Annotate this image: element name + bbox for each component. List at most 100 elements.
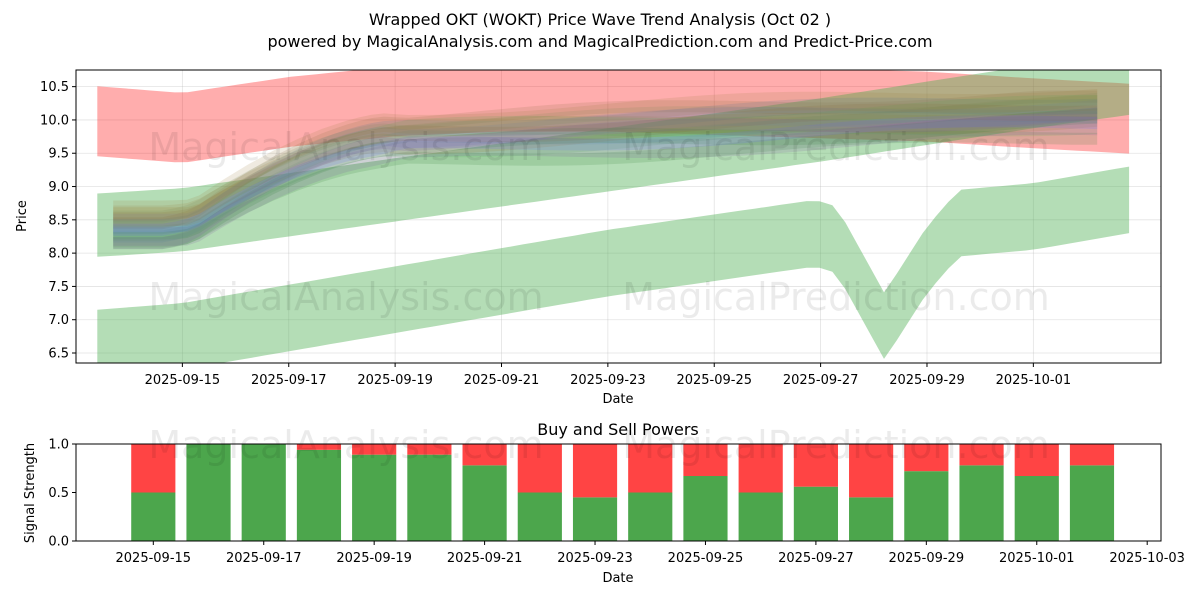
buy-bar	[572, 497, 618, 541]
buy-bar	[904, 471, 949, 541]
price-wave	[113, 116, 1098, 246]
buy-bar	[738, 492, 783, 541]
signal-chart-title: Buy and Sell Powers	[537, 420, 699, 439]
price-bands	[97, 70, 1130, 363]
buy-bar	[959, 465, 1004, 541]
watermark-text: MagicalPrediction.com	[622, 275, 1050, 319]
price-x-label: Date	[602, 392, 633, 407]
price-axes-frame	[75, 69, 1162, 364]
price-x-ticks: 2025-09-15 2025-09-17 2025-09-19 2025-09-21…	[145, 363, 1072, 388]
price-wave	[113, 90, 1098, 230]
price-wave	[113, 107, 1098, 250]
signal-bars	[131, 444, 1115, 541]
buy-bar	[296, 449, 342, 541]
sell-bar	[572, 444, 618, 498]
sell-bar	[959, 444, 1004, 466]
price-x-tick-label: 2025-09-23	[570, 373, 646, 388]
price-wave	[113, 118, 1098, 241]
sell-bar	[793, 444, 838, 487]
signal-watermarks: MagicalAnalysis.com MagicalPrediction.com	[148, 423, 1049, 467]
sell-bar	[296, 444, 342, 450]
signal-x-label: Date	[602, 571, 633, 586]
sell-bar	[407, 444, 452, 455]
price-x-tick-label: 2025-09-29	[889, 373, 965, 388]
watermark-text: MagicalAnalysis.com	[148, 275, 543, 319]
sell-bar	[352, 444, 397, 455]
price-x-tick-label: 2025-09-21	[464, 373, 540, 388]
signal-x-tick-label: 2025-09-29	[889, 551, 965, 566]
signal-x-tick-label: 2025-09-23	[557, 551, 633, 566]
price-wave	[113, 97, 1098, 235]
signal-x-tick-label: 2025-09-17	[226, 551, 302, 566]
signal-x-tick-label: 2025-09-19	[336, 551, 412, 566]
sell-bar	[849, 444, 894, 498]
signal-y-tick-label: 0.0	[48, 535, 69, 550]
price-band-red	[97, 70, 1130, 163]
price-x-tick-label: 2025-09-27	[783, 373, 859, 388]
price-chart: MagicalAnalysis.com MagicalPrediction.com…	[15, 69, 1162, 407]
price-x-tick-label: 2025-09-19	[357, 373, 433, 388]
signal-y-label: Signal Strength	[23, 443, 38, 543]
price-y-label: Price	[15, 200, 30, 232]
signal-x-tick-label: 2025-10-01	[999, 551, 1075, 566]
sell-bar	[1069, 444, 1115, 466]
buy-bar	[407, 454, 452, 541]
watermark-text: MagicalPrediction.com	[622, 423, 1050, 467]
chart-title: Wrapped OKT (WOKT) Price Wave Trend Anal…	[369, 10, 831, 29]
price-x-tick-label: 2025-09-15	[145, 373, 221, 388]
watermark-text: MagicalPrediction.com	[622, 125, 1050, 169]
signal-x-tick-label: 2025-09-27	[778, 551, 854, 566]
price-y-tick-label: 10.5	[40, 80, 69, 95]
price-band-green-bottom	[97, 166, 1130, 363]
price-x-tick-label: 2025-10-01	[996, 373, 1072, 388]
watermark-text: MagicalAnalysis.com	[148, 125, 543, 169]
price-y-tick-label: 7.0	[48, 313, 69, 328]
price-wave	[113, 95, 1098, 221]
buy-bar	[462, 465, 507, 541]
price-band-green-top	[97, 70, 1130, 257]
buy-bar	[517, 492, 562, 541]
signal-x-tick-label: 2025-09-25	[668, 551, 744, 566]
price-wave	[113, 94, 1098, 240]
sell-bar	[462, 444, 507, 466]
price-wave	[113, 89, 1098, 220]
price-wave	[113, 115, 1098, 236]
sell-bar	[683, 444, 728, 477]
buy-bar	[186, 444, 231, 541]
buy-bar	[241, 444, 286, 541]
price-y-tick-label: 9.5	[48, 147, 69, 162]
price-wave	[113, 108, 1098, 226]
watermark-text: MagicalAnalysis.com	[148, 423, 543, 467]
price-y-tick-label: 10.0	[40, 113, 69, 128]
sell-bar	[628, 444, 673, 493]
signal-y-tick-label: 0.5	[48, 486, 69, 501]
signal-x-ticks: 2025-09-15 2025-09-17 2025-09-19 2025-09-21…	[116, 541, 1185, 566]
price-grid	[76, 70, 1161, 363]
signal-y-ticks: 0.0 0.5 1.0	[48, 438, 76, 550]
price-watermarks: MagicalAnalysis.com MagicalPrediction.com…	[148, 125, 1049, 319]
price-y-tick-label: 8.0	[48, 247, 69, 262]
price-y-tick-label: 6.5	[48, 347, 69, 362]
signal-y-tick-label: 1.0	[48, 438, 69, 453]
price-wave	[113, 130, 1098, 250]
chart-subtitle: powered by MagicalAnalysis.com and Magic…	[267, 32, 932, 51]
signal-x-tick-label: 2025-10-03	[1109, 551, 1185, 566]
buy-bar	[683, 476, 728, 541]
buy-bar	[628, 492, 673, 541]
signal-chart: Buy and Sell Powers MagicalAnalysis.com M…	[23, 420, 1185, 586]
sell-bar	[517, 444, 562, 493]
buy-bar	[849, 497, 894, 541]
price-wave	[113, 99, 1098, 233]
price-y-tick-label: 8.5	[48, 213, 69, 228]
price-wave	[113, 103, 1098, 228]
sell-bar	[131, 444, 176, 493]
price-y-tick-label: 9.0	[48, 180, 69, 195]
sell-bar	[1014, 444, 1059, 477]
price-wave	[113, 109, 1098, 243]
signal-x-tick-label: 2025-09-15	[116, 551, 192, 566]
price-x-tick-label: 2025-09-17	[251, 373, 327, 388]
buy-bar	[352, 454, 397, 541]
sell-bar	[738, 444, 783, 493]
buy-bar	[793, 486, 838, 541]
